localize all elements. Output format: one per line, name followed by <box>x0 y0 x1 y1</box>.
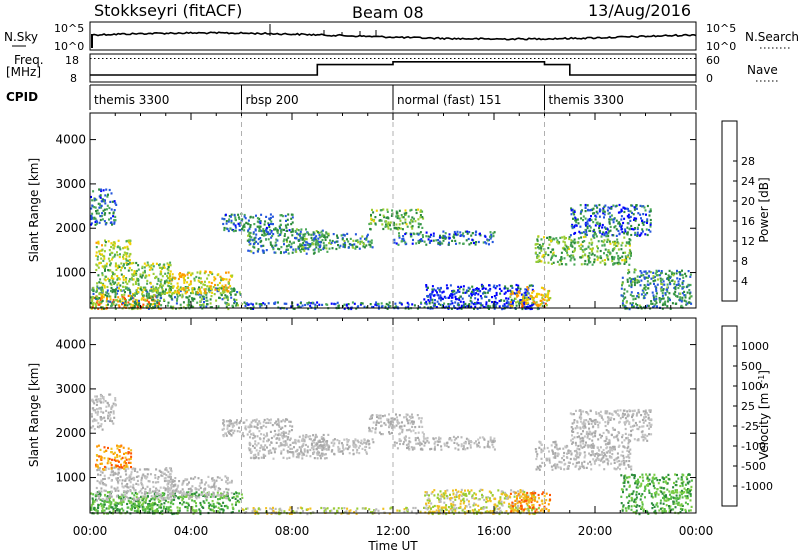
colorbar-tick-label: 25 <box>741 400 755 413</box>
cpid-segment-label: themis 3300 <box>94 93 169 107</box>
beam-title: Beam 08 <box>352 3 424 22</box>
noise-panel: N.Sky 10^5 10^0 10^5 10^0 N.Search <box>4 21 799 53</box>
station-title: Stokkseyri (fitACF) <box>94 1 242 20</box>
time-axis-labels: 00:00 04:00 08:00 12:00 16:00 20:00 00:00 <box>73 524 714 538</box>
colorbar-tick-label: -500 <box>741 460 766 473</box>
y-tick-label: 1000 <box>55 471 86 485</box>
velocity-echoes <box>90 393 693 516</box>
nsky-label: N.Sky <box>4 30 38 44</box>
y-tick-label: 2000 <box>55 426 86 440</box>
frequency-panel: Freq. [MHz] 18 8 60 0 Nave <box>6 53 780 85</box>
colorbar-tick-label: -25 <box>741 420 759 433</box>
freq-right-tick-top: 60 <box>706 54 720 67</box>
y-tick-label: 1000 <box>55 266 86 280</box>
freq-label-1: Freq. <box>14 53 44 67</box>
colorbar-tick-label: 100 <box>741 380 762 393</box>
noise-right-tick-top: 10^5 <box>706 22 736 35</box>
velocity-colorbar: 1000 500 100 25 -25 -100 -500 -1000 <box>721 325 773 507</box>
colorbar-tick-label: 1000 <box>741 340 769 353</box>
colorbar-tick-label: 24 <box>741 175 755 188</box>
frequency-line <box>90 60 696 76</box>
velocity-colorbar-label: Velocity [m s-1] <box>757 370 771 460</box>
xaxis-title: Time UT <box>367 539 418 553</box>
y-tick-label: 4000 <box>55 133 86 147</box>
y-tick-label: 4000 <box>55 338 86 352</box>
freq-right-tick-bottom: 0 <box>706 72 713 85</box>
x-tick-label: 00:00 <box>73 524 108 538</box>
x-tick-label: 00:00 <box>679 524 714 538</box>
noise-left-tick-top: 10^5 <box>54 22 84 35</box>
cpid-label: CPID <box>6 90 38 104</box>
cpid-bar: CPID themis 3300 rbsp 200 normal (fast) 15… <box>6 84 697 113</box>
power-panel: 1000 2000 3000 4000 Slant Range [km] 4 8 12 16… <box>27 112 771 311</box>
colorbar-tick-label: -1000 <box>741 480 773 493</box>
colorbar-tick-label: 500 <box>741 360 762 373</box>
y-tick-label: 3000 <box>55 177 86 191</box>
nave-label: Nave <box>747 63 778 77</box>
noise-sky-line <box>91 31 697 41</box>
colorbar-tick-label: -100 <box>741 440 766 453</box>
cpid-segment-label: themis 3300 <box>549 93 624 107</box>
colorbar-tick-label: 28 <box>741 155 755 168</box>
freq-left-tick-top: 18 <box>65 54 79 67</box>
colorbar-tick-label: 20 <box>741 195 755 208</box>
x-tick-label: 12:00 <box>376 524 411 538</box>
noise-left-tick-bottom: 10^0 <box>54 40 84 53</box>
cpid-segment-label: normal (fast) 151 <box>397 93 501 107</box>
x-tick-label: 08:00 <box>275 524 310 538</box>
freq-label-2: [MHz] <box>6 65 41 79</box>
x-tick-label: 04:00 <box>174 524 209 538</box>
power-echoes <box>90 188 693 311</box>
power-colorbar-label: Power [dB] <box>757 177 771 242</box>
power-ylabel: Slant Range [km] <box>27 158 41 262</box>
cpid-segment-label: rbsp 200 <box>246 93 299 107</box>
y-tick-label: 2000 <box>55 221 86 235</box>
nsearch-label: N.Search <box>745 30 799 44</box>
y-tick-label: 3000 <box>55 382 86 396</box>
colorbar-tick-label: 16 <box>741 215 755 228</box>
date-title: 13/Aug/2016 <box>588 1 691 20</box>
x-tick-label: 16:00 <box>477 524 512 538</box>
colorbar-tick-label: 12 <box>741 235 755 248</box>
colorbar-tick-label: 4 <box>741 275 748 288</box>
freq-left-tick-bottom: 8 <box>70 72 77 85</box>
power-colorbar: 4 8 12 16 20 24 28 <box>721 120 755 302</box>
colorbar-tick-label: 8 <box>741 255 748 268</box>
x-tick-label: 20:00 <box>578 524 613 538</box>
velocity-ylabel: Slant Range [km] <box>27 363 41 467</box>
noise-right-tick-bottom: 10^0 <box>706 40 736 53</box>
velocity-panel: 1000 2000 3000 4000 Slant Range [km] 1000 50… <box>27 317 773 516</box>
